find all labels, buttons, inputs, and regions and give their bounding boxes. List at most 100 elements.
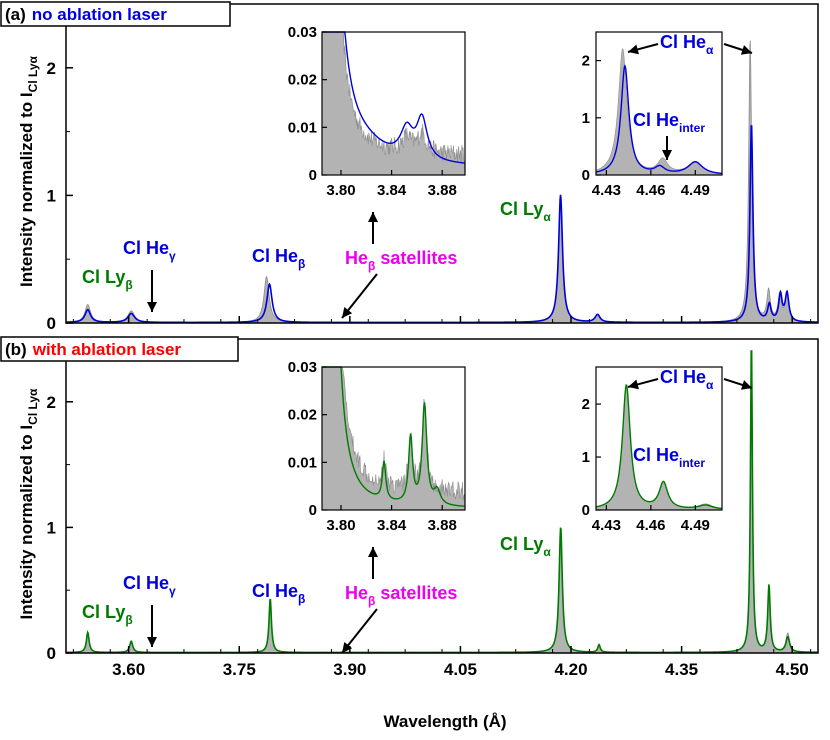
annotation-ly-alpha-main: Cl Ly <box>500 199 543 219</box>
inset-y-tick-label: 0 <box>582 167 590 184</box>
panel-label-text: no ablation laser <box>32 5 167 24</box>
inset-x-tick-label: 4.43 <box>592 517 621 534</box>
annotation-ly-beta-sub: β <box>125 613 132 627</box>
annotation-he-inter-sub: inter <box>679 121 705 135</box>
inset-background <box>596 367 722 510</box>
annotation-he-beta-satellites: Heβ satellites <box>345 248 457 273</box>
annotation-he-beta-satellites-tail: satellites <box>375 583 457 603</box>
panel-label-prefix: (b) <box>5 340 27 359</box>
annotation-he-beta-sub: β <box>298 257 305 271</box>
annotation-ly-beta-sub: β <box>125 278 132 292</box>
annotation-he-gamma-sub: γ <box>169 249 176 263</box>
y-axis-label-sub: Cl Lyα <box>26 55 40 92</box>
inset-spectrum-line <box>595 64 722 175</box>
arrow-he-alpha-main <box>723 378 753 390</box>
annotation-he-alpha-main: Cl He <box>660 32 706 52</box>
panel-a: 0 1 2 Intensity normalized to ICl Lyα (a) no … <box>0 1 819 333</box>
inset-x-tick-label: 4.49 <box>681 517 710 534</box>
annotation-ly-alpha: Cl Lyα <box>500 534 551 559</box>
annotation-ly-beta: Cl Lyβ <box>82 602 133 627</box>
x-tick-label: 4.05 <box>444 660 477 679</box>
y-tick-label: 1 <box>47 186 56 205</box>
inset-left-b: 0 0.01 0.02 0.03 3.80 3.84 3.88 <box>288 359 466 534</box>
annotation-ly-beta-main: Cl Ly <box>82 602 125 622</box>
y-axis-label-main: Intensity normalized to I <box>17 92 36 287</box>
panel-label: (b) with ablation laser <box>5 340 181 359</box>
annotation-he-alpha: Cl Heα <box>660 32 714 57</box>
y-tick-label: 1 <box>47 518 56 537</box>
arrow-he-alpha-inset <box>627 43 659 55</box>
x-tick-label: 4.20 <box>554 660 587 679</box>
annotation-he-beta: Cl Heβ <box>252 246 305 271</box>
annotation-he-beta-sub: β <box>298 592 305 606</box>
y-axis-label-sub: Cl Lyα <box>26 388 40 425</box>
annotation-he-beta-satellites-sub: β <box>368 594 375 608</box>
inset-y-tick-label: 0.01 <box>288 454 317 471</box>
annotation-he-alpha-sub: α <box>706 378 714 392</box>
inset-spectrum-line <box>322 366 465 507</box>
annotation-he-inter-main: Cl He <box>633 445 679 465</box>
annotation-he-beta-satellites-main: He <box>345 583 368 603</box>
y-tick-label: 0 <box>47 644 56 663</box>
annotation-ly-beta: Cl Lyβ <box>82 267 133 292</box>
x-axis-label: Wavelength (Å) <box>383 712 506 731</box>
inset-x-tick-label: 3.80 <box>326 517 355 534</box>
inset-frame <box>321 366 466 511</box>
annotation-he-gamma: Cl Heγ <box>123 573 176 598</box>
annotation-he-beta-satellites-main: He <box>345 248 368 268</box>
x-tick-label: 3.90 <box>333 660 366 679</box>
panel-b: 0 1 2 3.60 3.75 3.90 4.05 4.20 4.35 4.50 Intensity… <box>0 336 819 679</box>
inset-right-b: 0 1 2 4.43 4.46 4.49 <box>582 366 723 534</box>
x-tick-label: 3.60 <box>112 660 145 679</box>
inset-y-tick-label: 0.02 <box>288 72 317 89</box>
annotation-he-gamma-main: Cl He <box>123 238 169 258</box>
x-tick-label: 4.35 <box>665 660 698 679</box>
annotation-he-inter: Cl Heinter <box>633 110 705 135</box>
arrow-satellites <box>341 608 378 654</box>
y-tick-label: 2 <box>47 59 56 78</box>
inset-x-tick-label: 3.84 <box>377 517 407 534</box>
arrow-he-inter <box>662 136 672 160</box>
annotation-ly-alpha-sub: α <box>543 545 551 559</box>
annotation-he-inter: Cl Heinter <box>633 445 705 470</box>
inset-x-tick-label: 3.88 <box>428 517 457 534</box>
arrow-to-inset <box>368 547 378 579</box>
inset-y-tick-label: 0 <box>309 502 317 519</box>
inset-right-a: 0 1 2 4.43 4.46 4.49 <box>582 31 723 199</box>
panel-label: (a) no ablation laser <box>5 5 167 24</box>
panel-label-box <box>0 1 231 27</box>
arrow-to-inset <box>368 212 378 244</box>
inset-reference-fill <box>321 31 466 176</box>
annotation-ly-beta-main: Cl Ly <box>82 267 125 287</box>
annotation-ly-alpha-main: Cl Ly <box>500 534 543 554</box>
inset-x-tick-label: 4.46 <box>636 182 665 199</box>
y-tick-label: 2 <box>47 393 56 412</box>
inset-x-tick-label: 4.46 <box>636 517 665 534</box>
y-tick-label: 0 <box>47 314 56 333</box>
arrow-he-gamma <box>147 605 157 647</box>
inset-y-tick-label: 2 <box>582 53 590 70</box>
y-axis-label: Intensity normalized to ICl Lyα <box>17 388 40 619</box>
annotation-he-gamma-main: Cl He <box>123 573 169 593</box>
inset-x-tick-label: 4.43 <box>592 182 621 199</box>
panel-label-box <box>0 336 239 362</box>
arrow-he-gamma <box>147 270 157 312</box>
annotation-he-beta-satellites-sub: β <box>368 259 375 273</box>
inset-y-tick-label: 1 <box>582 449 590 466</box>
arrow-satellites <box>341 273 378 319</box>
annotation-he-inter-sub: inter <box>679 456 705 470</box>
annotation-he-beta-satellites: Heβ satellites <box>345 583 457 608</box>
panel-label-text: with ablation laser <box>32 340 182 359</box>
inset-x-tick-label: 3.88 <box>428 182 457 199</box>
inset-frame <box>321 31 466 176</box>
inset-x-tick-label: 4.49 <box>681 182 710 199</box>
inset-y-tick-label: 0.03 <box>288 359 317 376</box>
annotation-he-beta: Cl Heβ <box>252 581 305 606</box>
inset-y-tick-label: 0 <box>309 167 317 184</box>
inset-reference-fill <box>321 366 466 511</box>
y-axis-label: Intensity normalized to ICl Lyα <box>17 55 40 286</box>
y-axis-label-main: Intensity normalized to I <box>17 425 36 620</box>
annotation-he-gamma-sub: γ <box>169 584 176 598</box>
annotation-he-inter-main: Cl He <box>633 110 679 130</box>
